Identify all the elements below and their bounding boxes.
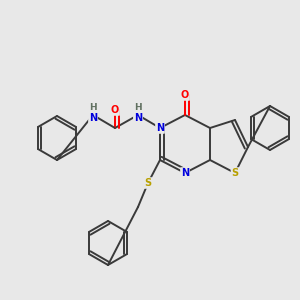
Text: N: N bbox=[181, 168, 189, 178]
Text: O: O bbox=[111, 105, 119, 115]
Text: H: H bbox=[134, 110, 142, 119]
Text: N: N bbox=[89, 113, 97, 123]
Text: H: H bbox=[134, 103, 142, 112]
Text: S: S bbox=[231, 168, 239, 178]
Text: H: H bbox=[89, 103, 97, 112]
Text: N: N bbox=[156, 123, 164, 133]
Text: N: N bbox=[134, 113, 142, 123]
Text: O: O bbox=[181, 90, 189, 100]
Text: S: S bbox=[144, 178, 152, 188]
